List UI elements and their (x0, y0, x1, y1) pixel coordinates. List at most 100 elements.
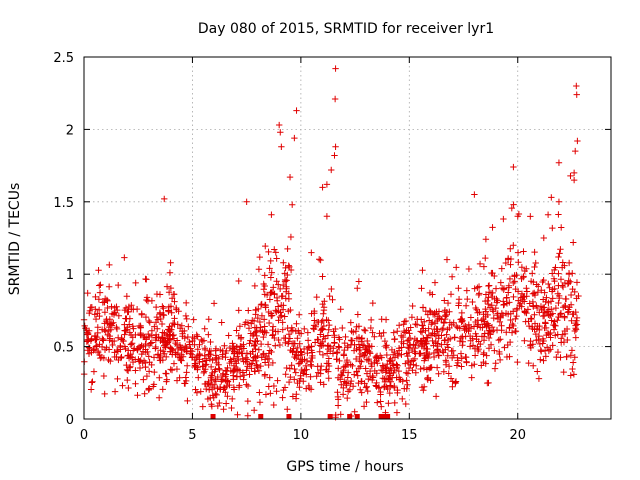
data-point (181, 334, 188, 342)
data-point (404, 352, 411, 360)
data-point (498, 265, 505, 272)
zero-mark (347, 414, 353, 419)
data-point (523, 309, 530, 317)
y-tick-label: 0.5 (53, 341, 74, 356)
data-point (253, 324, 260, 332)
data-point (323, 181, 331, 188)
data-point (457, 350, 465, 357)
data-point (418, 322, 426, 329)
data-point (524, 306, 532, 313)
data-point (560, 368, 567, 376)
data-point (264, 341, 272, 348)
data-point (246, 340, 253, 347)
data-point (183, 362, 191, 369)
data-point (423, 334, 431, 341)
y-tick-label: 1.5 (53, 196, 74, 211)
data-point (92, 336, 99, 343)
data-point (152, 345, 159, 352)
data-point (97, 354, 104, 362)
data-point (548, 194, 555, 201)
data-point (319, 300, 326, 308)
data-point (482, 254, 489, 262)
data-point (400, 327, 408, 335)
data-point (85, 350, 93, 357)
data-point (157, 347, 164, 354)
data-point (402, 400, 409, 408)
data-point (211, 368, 218, 375)
data-point (511, 327, 519, 335)
data-point (123, 361, 130, 369)
data-point (105, 283, 113, 290)
x-tick-label: 10 (293, 428, 310, 443)
data-point (201, 355, 209, 362)
data-point (540, 276, 547, 284)
data-point (94, 324, 101, 331)
data-point (291, 340, 299, 347)
data-point (510, 279, 517, 287)
y-tick-label: 1 (66, 268, 74, 283)
data-point (260, 350, 267, 357)
data-point (351, 371, 358, 378)
data-point (496, 350, 503, 358)
data-point (453, 264, 460, 271)
data-point (571, 327, 579, 335)
data-point (210, 300, 218, 307)
data-point (271, 290, 278, 297)
data-point (536, 309, 543, 316)
data-point (220, 406, 227, 413)
data-point (485, 282, 493, 289)
data-point (183, 315, 190, 323)
data-point (160, 342, 168, 349)
data-point (224, 393, 231, 400)
data-point (214, 385, 221, 392)
data-point (182, 312, 190, 320)
data-point (432, 332, 440, 340)
data-point (101, 326, 108, 334)
data-point (260, 280, 267, 288)
data-point (503, 329, 510, 336)
data-point (452, 379, 459, 386)
data-point (201, 380, 209, 388)
data-point (230, 362, 238, 369)
data-point (512, 315, 519, 323)
data-point (409, 367, 416, 374)
data-point (255, 265, 263, 273)
data-point (555, 253, 562, 261)
data-point (448, 273, 456, 280)
data-point (387, 365, 394, 372)
data-point (308, 362, 315, 370)
data-point (491, 365, 499, 372)
data-point (118, 353, 125, 361)
data-point (395, 367, 403, 375)
data-point (276, 341, 284, 349)
data-point (129, 347, 137, 354)
data-point (462, 322, 469, 330)
data-point (94, 329, 101, 337)
data-point (101, 295, 109, 302)
data-point (277, 129, 284, 136)
data-point (383, 351, 391, 359)
data-point (218, 319, 225, 326)
data-point (504, 256, 512, 263)
data-point (188, 354, 196, 361)
data-point (114, 375, 121, 383)
data-point (281, 270, 288, 277)
data-point (483, 352, 490, 359)
data-point (221, 384, 229, 391)
data-point (88, 335, 95, 342)
data-point (299, 356, 306, 364)
data-point (101, 309, 109, 316)
data-point (348, 337, 355, 344)
data-point (193, 331, 200, 339)
data-point (153, 313, 161, 321)
data-point (176, 374, 183, 381)
data-point (347, 377, 355, 385)
data-point (320, 306, 328, 314)
data-point (293, 320, 300, 327)
data-point (143, 372, 151, 380)
data-point (565, 277, 572, 284)
y-tick-label: 2.5 (53, 51, 74, 66)
data-point (191, 363, 198, 371)
data-point (439, 325, 447, 332)
data-point (205, 316, 212, 323)
